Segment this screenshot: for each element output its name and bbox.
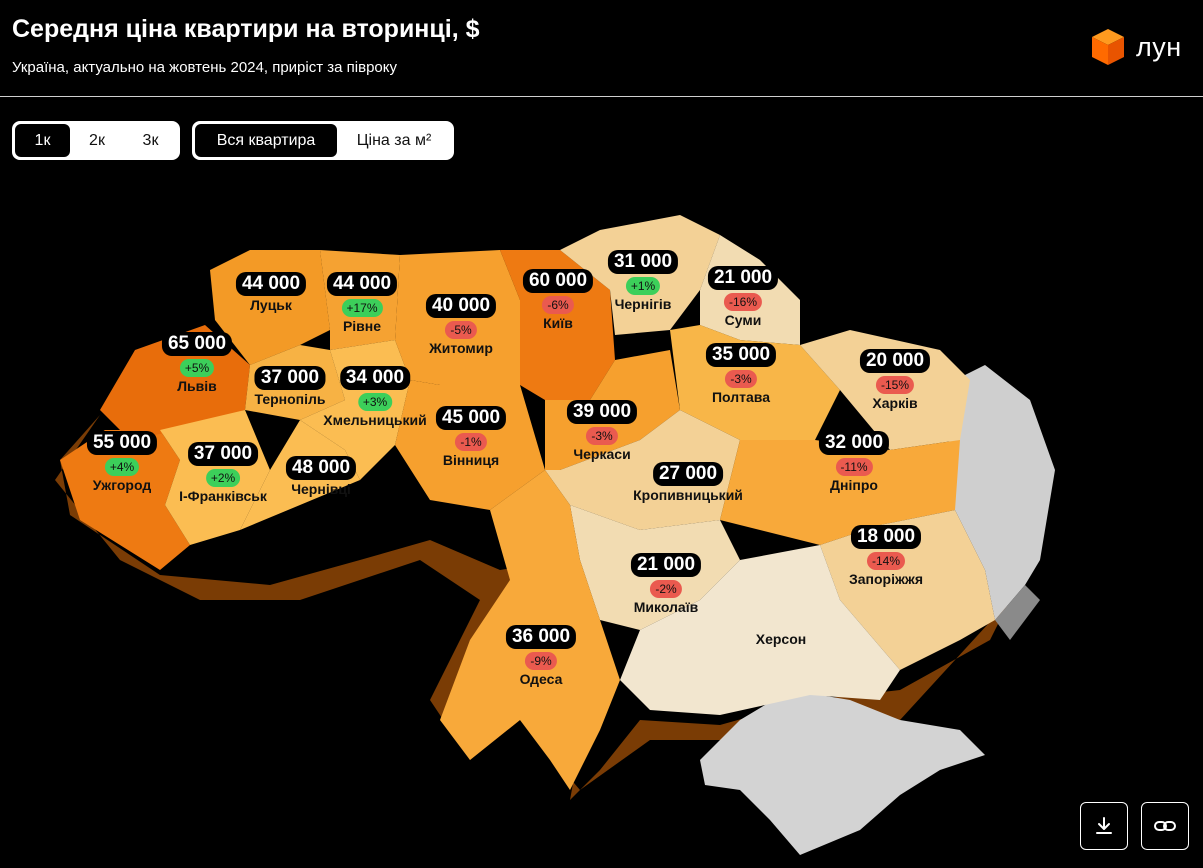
region-chernihiv xyxy=(560,215,720,335)
occupied-east xyxy=(945,365,1055,620)
download-icon xyxy=(1096,817,1112,834)
link-icon xyxy=(1154,821,1176,831)
cube-logo-icon xyxy=(1092,29,1124,65)
region-kherson xyxy=(620,545,900,715)
room-option-2k[interactable]: 2к xyxy=(89,132,105,149)
region-dnipro xyxy=(720,440,960,545)
region-zakarpattia xyxy=(60,430,190,570)
mode-whole-apartment[interactable]: Вся квартира xyxy=(195,124,337,157)
page-title: Середня ціна квартири на вторинці, $ xyxy=(12,15,480,43)
ukraine-map: 44 000 Луцьк 44 000 +17% Рівне 40 000 -5… xyxy=(0,180,1203,868)
room-option-1k[interactable]: 1к xyxy=(15,124,70,157)
room-count-toggle: 1к 2к 3к xyxy=(12,121,180,160)
logo-text: лун xyxy=(1136,31,1182,62)
page-subtitle: Україна, актуально на жовтень 2024, прир… xyxy=(12,59,397,76)
map-shapes xyxy=(55,215,1055,855)
region-kirovohrad xyxy=(545,410,740,530)
region-zhytomyr xyxy=(395,250,520,385)
mode-price-per-m2[interactable]: Ціна за м² xyxy=(356,132,432,149)
region-sumy xyxy=(700,235,800,345)
download-button[interactable] xyxy=(1080,802,1128,850)
room-option-3k[interactable]: 3к xyxy=(142,132,159,149)
crimea xyxy=(700,690,985,855)
region-rivne xyxy=(320,250,400,350)
region-zaporizhzhia xyxy=(820,510,995,670)
logo: лун xyxy=(1090,27,1182,67)
occupied-east-edge xyxy=(995,585,1040,640)
header: Середня ціна квартири на вторинці, $ Укр… xyxy=(0,0,1203,97)
copy-link-button[interactable] xyxy=(1141,802,1189,850)
price-mode-toggle: Вся квартира Ціна за м² xyxy=(192,121,454,160)
